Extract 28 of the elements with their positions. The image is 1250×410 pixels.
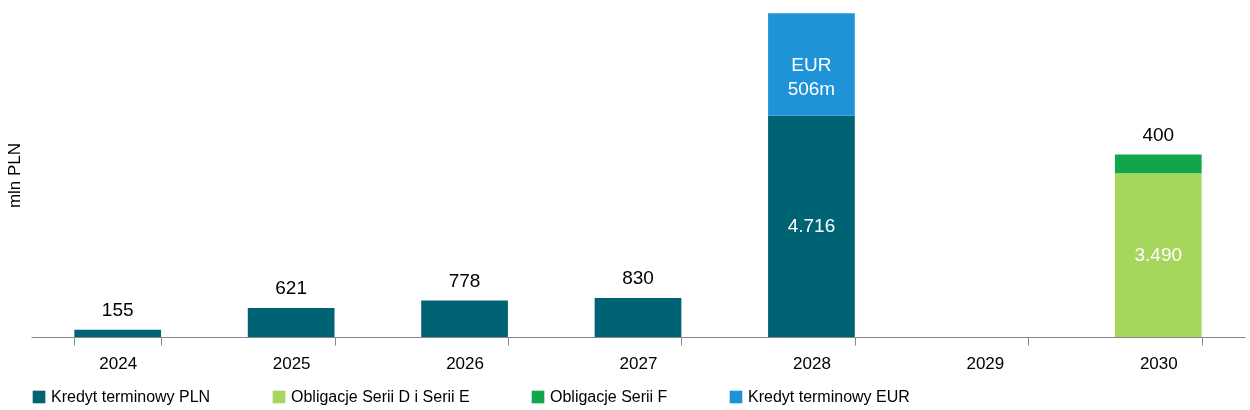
- legend-label: Obligacje Serii F: [550, 388, 668, 405]
- data-label: EUR 506m: [787, 53, 836, 99]
- bar: [247, 307, 335, 337]
- data-label: 830: [622, 267, 654, 289]
- x-tick-label: 2030: [1139, 353, 1178, 373]
- data-label: 155: [101, 298, 134, 320]
- x-tick-label: 2025: [272, 353, 311, 373]
- legend-label: Obligacje Serii D i Serii E: [291, 388, 470, 405]
- data-label: 4.716: [787, 215, 836, 237]
- legend-label: Kredyt terminowy PLN: [51, 388, 211, 405]
- y-axis-title: mln PLN: [4, 142, 24, 209]
- data-label: 778: [448, 269, 481, 291]
- bar: [594, 298, 682, 337]
- bar: [74, 329, 162, 337]
- bar: [1114, 154, 1202, 174]
- x-tick-label: 2027: [619, 353, 658, 373]
- legend-label: Kredyt terminowy EUR: [748, 388, 910, 405]
- data-label: 621: [275, 276, 307, 298]
- bar: [1114, 173, 1202, 337]
- x-tick-label: 2024: [99, 353, 138, 373]
- bar: [421, 300, 508, 337]
- data-label: 400: [1142, 123, 1175, 145]
- x-tick-label: 2029: [966, 353, 1005, 373]
- bar: [768, 115, 855, 337]
- data-label: 3.490: [1134, 244, 1183, 266]
- bar: [768, 13, 855, 116]
- x-tick-label: 2026: [446, 353, 484, 373]
- x-tick-label: 2028: [793, 353, 831, 373]
